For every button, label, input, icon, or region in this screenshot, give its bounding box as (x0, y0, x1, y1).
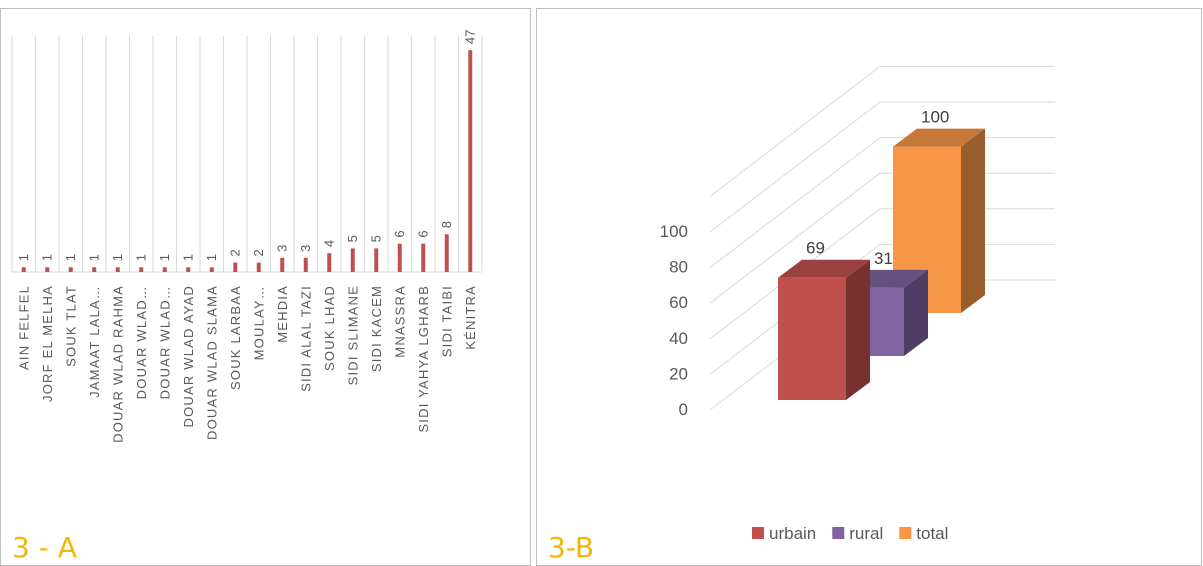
data-label-14: 4 (322, 240, 337, 247)
data-label-10: 2 (228, 249, 243, 256)
data-label-total: 100 (921, 108, 949, 127)
column-front (778, 277, 846, 400)
data-label-19: 8 (439, 221, 454, 228)
data-label-3: 1 (63, 254, 78, 261)
side-gridline (709, 137, 881, 268)
category-label-15: SIDI SLIMANE (345, 285, 360, 385)
category-label-18: SIDI YAHYA LGHARB (416, 285, 431, 433)
panel-label-3b: 3-B (548, 531, 594, 564)
bar-15 (350, 248, 355, 272)
bar-2 (45, 267, 50, 272)
data-label-7: 1 (157, 254, 172, 261)
data-label-11: 2 (251, 249, 266, 256)
data-label-18: 6 (416, 230, 431, 237)
y-tick-label: 100 (660, 222, 688, 241)
y-tick-label: 20 (669, 364, 688, 383)
category-label-9: DOUAR WLAD SLAMA (204, 285, 219, 440)
bar-17 (397, 243, 402, 272)
category-label-1: AIN FELFEL (16, 285, 31, 370)
legend-swatch-rural (832, 527, 845, 539)
bar-7 (162, 267, 167, 272)
data-label-2: 1 (40, 254, 55, 261)
bar-11 (256, 262, 261, 272)
panel-label-3a: 3 - A (12, 531, 77, 564)
bar-13 (303, 257, 308, 272)
legend-swatch-urbain (752, 527, 764, 539)
legend-label-urbain: urbain (769, 524, 816, 543)
column-urbain (778, 259, 870, 400)
panel-3a-gridlines (11, 36, 483, 272)
category-label-5: DOUAR WLAD RAHMA (110, 285, 125, 443)
y-tick-label: 60 (669, 293, 688, 312)
category-label-7: DOUAR WLAD… (157, 285, 172, 399)
y-tick-label: 40 (669, 329, 688, 348)
category-label-20: KÉNITRA (463, 285, 478, 350)
side-gridline (709, 66, 881, 197)
data-label-12: 3 (275, 245, 290, 252)
bar-10 (233, 262, 238, 272)
bar-4 (92, 267, 97, 272)
data-label-urbain: 69 (806, 239, 825, 258)
data-label-15: 5 (345, 235, 360, 242)
category-label-12: MEHDIA (275, 285, 290, 343)
legend-swatch-total (899, 527, 912, 539)
bar-5 (115, 267, 120, 272)
bar-14 (327, 253, 332, 272)
legend-label-total: total (916, 524, 948, 543)
category-label-11: MOULAY… (251, 285, 266, 360)
panel-3b: 0 20 40 60 80 100 100 31 69 urbain rural total (536, 8, 1202, 566)
bar-19 (444, 234, 449, 272)
legend: urbain rural total (752, 524, 948, 543)
side-gridline (709, 172, 881, 304)
data-label-5: 1 (110, 254, 125, 261)
panel-3a: 1 AIN FELFEL 1 JORF EL MELHA 1 SOUK TLAT 1 JAMA… (0, 8, 531, 566)
category-label-8: DOUAR WLAD AYAD (181, 285, 196, 427)
category-label-13: SIDI ALAL TAZI (298, 285, 313, 392)
legend-label-rural: rural (849, 524, 883, 543)
data-label-16: 5 (369, 235, 384, 242)
bar-12 (280, 257, 285, 272)
column-side (904, 269, 928, 356)
bar-3 (68, 267, 73, 272)
category-label-4: JAMAAT LALA… (87, 285, 102, 398)
category-label-19: SIDI TAIBI (439, 285, 454, 357)
data-label-8: 1 (181, 254, 196, 261)
bar-9 (209, 267, 214, 272)
panel-3b-gridlines (709, 65, 1055, 411)
side-gridline (709, 101, 881, 233)
data-label-17: 6 (392, 230, 407, 237)
column-side (961, 128, 985, 313)
bar-8 (186, 267, 191, 272)
column-side (846, 259, 870, 400)
category-label-17: MNASSRA (392, 285, 407, 358)
data-label-4: 1 (87, 254, 102, 261)
data-label-9: 1 (204, 254, 219, 261)
column-top (778, 259, 870, 278)
column-top (893, 128, 985, 147)
y-tick-label: 0 (679, 400, 688, 419)
y-tick-label: 80 (669, 258, 688, 277)
category-label-10: SOUK LARBAA (228, 285, 243, 390)
category-label-14: SOUK LHAD (322, 285, 337, 371)
category-label-6: DOUAR WLAD… (134, 285, 149, 399)
category-label-16: SIDI KACEM (369, 285, 384, 372)
bar-16 (374, 248, 379, 272)
bar-20 (468, 50, 473, 272)
data-label-1: 1 (16, 254, 31, 261)
bar-1 (21, 267, 26, 272)
data-label-6: 1 (134, 254, 149, 261)
data-label-13: 3 (298, 245, 313, 252)
data-label-rural: 31 (874, 249, 893, 268)
category-label-3: SOUK TLAT (63, 285, 78, 367)
bar-18 (421, 243, 426, 272)
data-label-20: 47 (463, 30, 478, 44)
bar-6 (139, 267, 144, 272)
category-label-2: JORF EL MELHA (40, 285, 55, 402)
